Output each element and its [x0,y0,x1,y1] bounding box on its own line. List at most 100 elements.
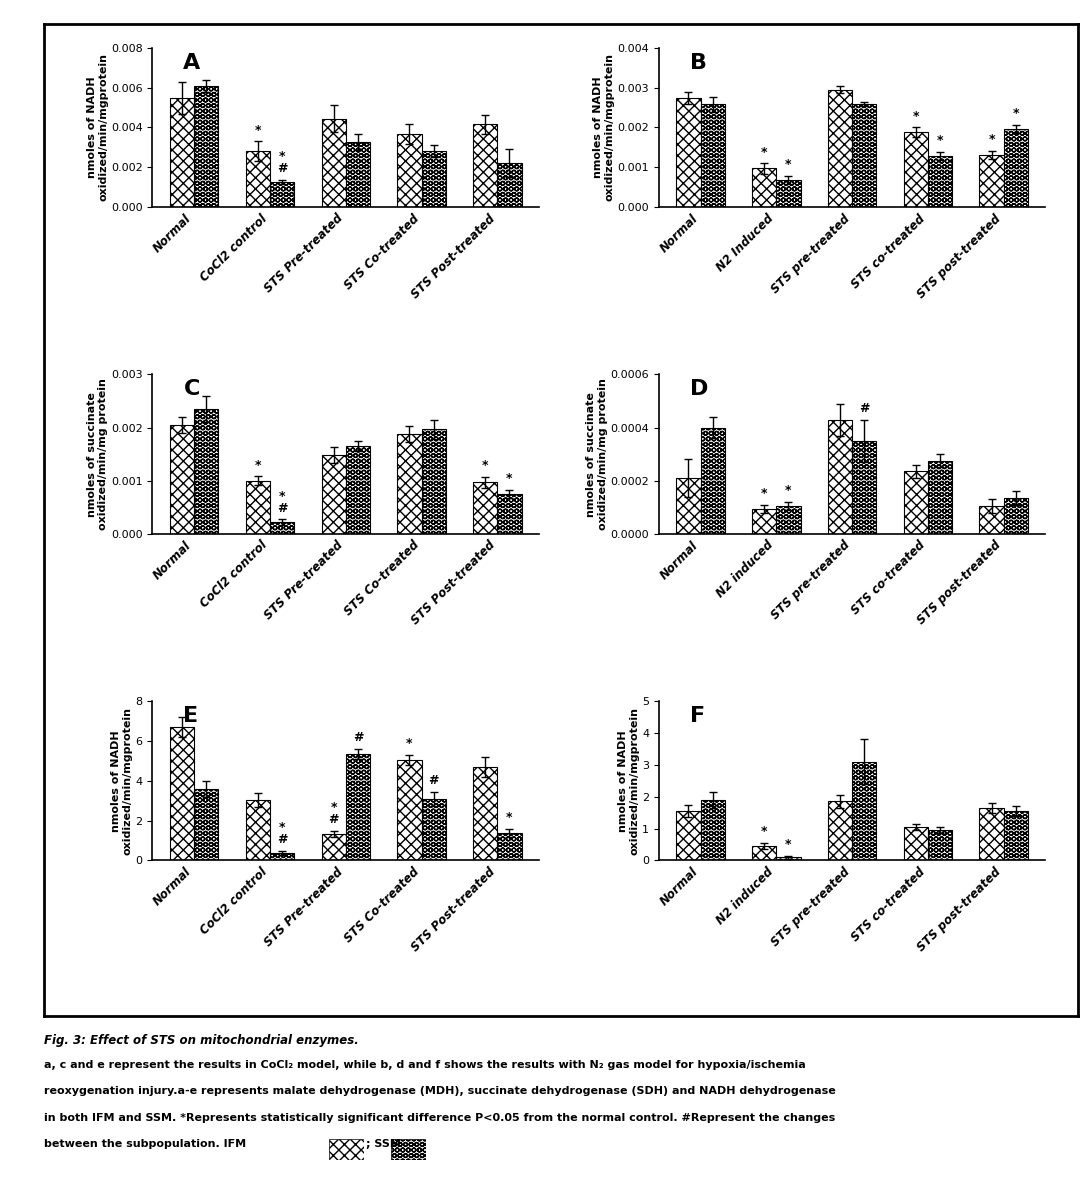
Bar [270,182,294,207]
Bar [498,164,522,207]
Bar [498,833,522,860]
Text: #: # [859,402,869,415]
Text: *: * [785,484,792,497]
Bar [170,727,194,860]
Bar [346,142,370,207]
Text: *: * [255,459,261,472]
Text: a, c and e represent the results in CoCl₂ model, while b, d and f shows the resu: a, c and e represent the results in CoCl… [44,1060,805,1070]
Bar [828,419,852,534]
Bar [321,455,346,534]
Text: E: E [183,706,198,725]
Bar [321,834,346,860]
Text: *: * [937,134,943,147]
Text: D: D [689,379,708,399]
Text: *: * [482,459,489,472]
Bar [421,429,445,534]
Text: B: B [689,53,707,73]
Bar [246,480,270,534]
Text: F: F [689,706,705,725]
Bar [776,505,800,534]
Y-axis label: nmoles of NADH
oxidized/min/mgprotein: nmoles of NADH oxidized/min/mgprotein [111,706,133,854]
Text: in both IFM and SSM. *Represents statistically significant difference P<0.05 fro: in both IFM and SSM. *Represents statist… [44,1113,835,1122]
Bar [904,471,928,534]
Text: between the subpopulation. IFM: between the subpopulation. IFM [44,1139,249,1148]
Text: ; SSM: ; SSM [366,1139,405,1148]
Text: *: * [913,110,919,123]
Bar [397,760,421,860]
Bar [346,446,370,534]
Bar [700,799,725,860]
Bar [246,799,270,860]
Text: #: # [428,774,439,786]
Bar [852,441,877,534]
Bar [752,168,776,207]
Bar [170,98,194,207]
Bar [979,808,1004,860]
Text: Fig. 3: Effect of STS on mitochondrial enzymes.: Fig. 3: Effect of STS on mitochondrial e… [44,1034,358,1047]
Bar [928,831,952,860]
Bar [700,104,725,207]
Bar [473,124,498,207]
Bar [246,152,270,207]
Text: *: * [506,472,513,485]
Text: C: C [183,379,199,399]
Bar [194,86,219,207]
Y-axis label: nmoles of succinate
oxidized/min/mg protein: nmoles of succinate oxidized/min/mg prot… [87,378,108,531]
Bar [928,461,952,534]
Bar [676,478,700,534]
Text: reoxygenation injury.a-e represents malate dehydrogenase (MDH), succinate dehydr: reoxygenation injury.a-e represents mala… [44,1086,835,1096]
Text: *: * [761,146,768,159]
Text: A: A [183,53,200,73]
Bar [270,522,294,534]
Bar [194,789,219,860]
Text: *: * [506,810,513,823]
Text: *
#: * # [329,801,339,826]
Bar [473,483,498,534]
Bar [979,154,1004,207]
Bar [852,761,877,860]
Text: *
#: * # [277,490,287,515]
Bar [473,767,498,860]
Y-axis label: nmoles of NADH
oxidized/min/mgprotein: nmoles of NADH oxidized/min/mgprotein [87,54,108,202]
Bar [421,798,445,860]
Bar [676,98,700,207]
Bar [776,857,800,860]
Bar [700,428,725,534]
Text: *: * [761,825,768,838]
Text: *
#: * # [277,821,287,846]
Y-axis label: nmoles of NADH
oxidized/min/mgprotein: nmoles of NADH oxidized/min/mgprotein [594,54,614,202]
Bar [270,853,294,860]
Bar [1004,811,1028,860]
Bar [194,409,219,534]
Text: *: * [989,133,995,146]
Bar [1004,129,1028,207]
Bar [676,811,700,860]
Bar [928,157,952,207]
Bar [828,802,852,860]
Text: *
#: * # [277,151,287,176]
Bar [170,425,194,534]
Text: *: * [785,838,792,851]
Bar [979,505,1004,534]
Y-axis label: nmoles of succinate
oxidized/min/mg protein: nmoles of succinate oxidized/min/mg prot… [586,378,608,531]
Bar [904,827,928,860]
Bar [346,754,370,860]
Bar [776,180,800,207]
Bar [752,509,776,534]
Text: *: * [761,486,768,500]
Bar [397,434,421,534]
Bar [752,846,776,860]
Text: *: * [1013,106,1019,120]
Bar [1004,498,1028,534]
Text: *: * [406,737,413,750]
Bar [321,118,346,207]
Bar [904,133,928,207]
Bar [397,135,421,207]
Text: #: # [353,731,363,744]
Text: *: * [785,158,792,171]
Bar [421,152,445,207]
Bar [828,90,852,207]
Bar [498,494,522,534]
Bar [852,104,877,207]
Text: *: * [255,123,261,136]
